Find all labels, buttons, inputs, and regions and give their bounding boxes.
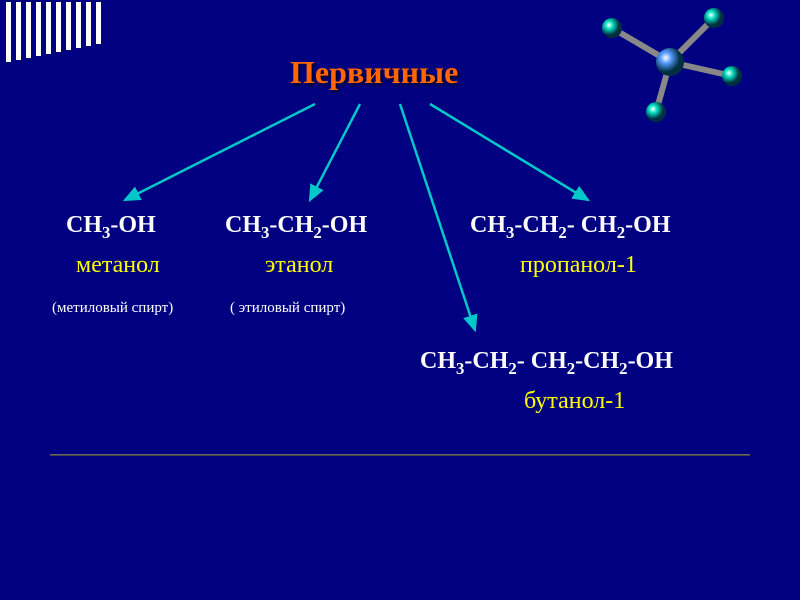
divider-line [50, 454, 750, 456]
formula-ethanol: СН3-СН2-ОН [225, 212, 367, 239]
name-ethanol: этанол [265, 252, 333, 279]
note-ethyl: ( этиловый спирт) [230, 300, 345, 317]
formula-butanol-1: СН3-СН2- СН2-СН2-ОН [420, 348, 673, 375]
branch-arrows [0, 0, 800, 420]
formula-propanol-1: СН3-СН2- СН2-ОН [470, 212, 671, 239]
formula-methanol: СН3-ОН [66, 212, 156, 239]
name-butanol-1: бутанол-1 [524, 388, 625, 415]
note-methyl: (метиловый спирт) [52, 300, 173, 317]
name-methanol: метанол [76, 252, 160, 279]
name-propanol-1: пропанол-1 [520, 252, 637, 279]
